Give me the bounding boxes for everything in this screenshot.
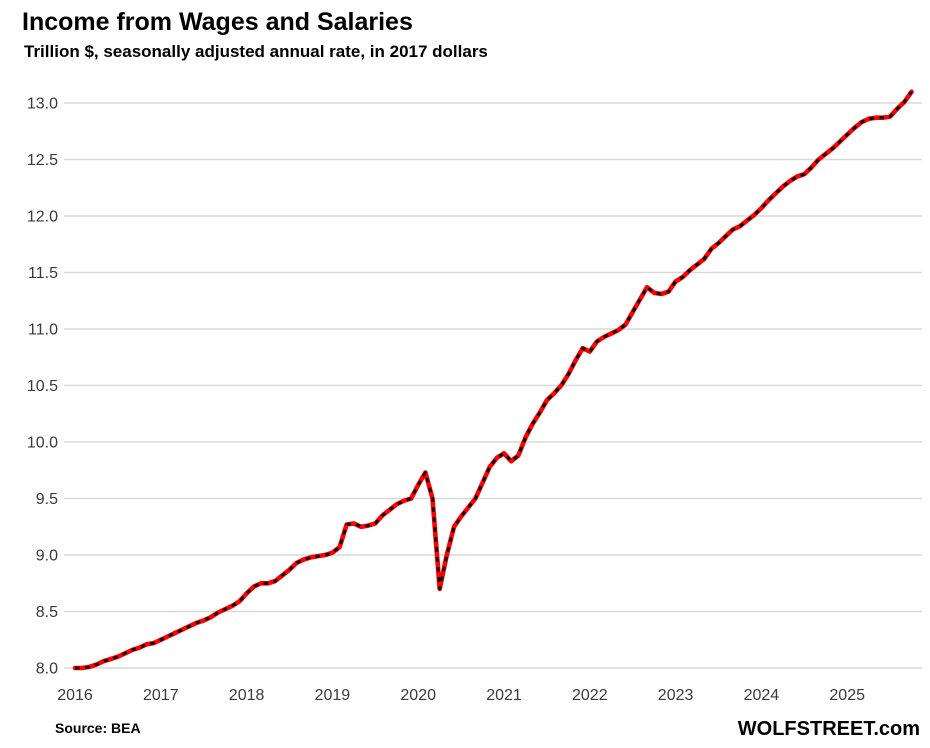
source-note: Source: BEA (55, 720, 141, 736)
x-tick-label: 2023 (658, 687, 694, 704)
y-tick-label: 11.5 (28, 265, 58, 282)
y-tick-label: 9.5 (36, 491, 58, 508)
gridlines (64, 102, 922, 669)
y-tick-label: 12.5 (27, 152, 58, 169)
y-tick-label: 8.0 (36, 661, 58, 678)
chart-subtitle: Trillion $, seasonally adjusted annual r… (24, 42, 488, 61)
y-tick-label: 10.0 (27, 435, 58, 452)
x-tick-label: 2024 (744, 687, 780, 704)
wolfstreet-branding: WOLFSTREET.com (737, 718, 920, 740)
x-axis-labels: 2016 2017 2018 2019 2020 2021 2022 2023 2024 2025 (57, 687, 865, 704)
x-tick-label: 2025 (829, 687, 865, 704)
y-tick-label: 9.0 (36, 548, 58, 565)
chart-title: Income from Wages and Salaries (22, 8, 413, 36)
y-tick-label: 11.0 (28, 322, 58, 339)
x-tick-label: 2016 (57, 687, 93, 704)
series-line-dash-overlay (75, 90, 913, 670)
y-tick-label: 12.0 (27, 209, 58, 226)
series-line-red (72, 89, 914, 671)
y-tick-label: 8.5 (36, 604, 58, 621)
x-tick-label: 2019 (315, 687, 351, 704)
data-series (72, 89, 914, 671)
x-tick-label: 2018 (229, 687, 265, 704)
y-tick-label: 13.0 (27, 96, 58, 113)
x-tick-label: 2022 (572, 687, 608, 704)
y-tick-label: 10.5 (27, 378, 58, 395)
x-tick-label: 2017 (143, 687, 179, 704)
y-axis-labels: 8.0 8.5 9.0 9.5 10.0 10.5 11.0 11.5 12.0 12.5 13.0 (27, 96, 58, 678)
x-tick-label: 2020 (400, 687, 436, 704)
x-tick-label: 2021 (486, 687, 522, 704)
